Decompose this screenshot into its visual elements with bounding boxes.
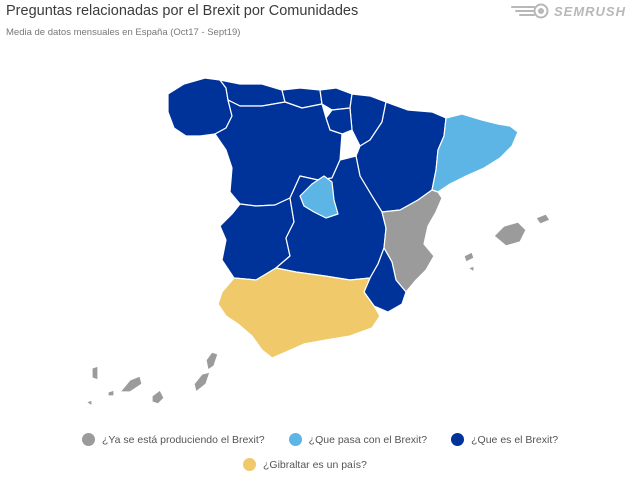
legend-row-2: ¿Gibraltar es un país? [243,458,367,471]
region-galicia[interactable] [167,77,233,137]
legend-item-light-blue: ¿Que pasa con el Brexit? [288,433,428,446]
region-baleares-mallorca[interactable] [493,221,527,247]
legend-dot-yellow [243,458,256,471]
region-baleares-menorca[interactable] [535,213,551,225]
region-madrid[interactable] [299,175,339,219]
region-canarias-gran-canaria[interactable] [151,389,165,405]
legend-label-dark-blue: ¿Que es el Brexit? [471,433,559,446]
legend-dot-light-blue [288,433,302,446]
region-canarias-tenerife[interactable] [119,375,143,393]
region-canarias-la-palma[interactable] [91,365,99,381]
brand-name: SEMRUSH [553,3,626,19]
chart-title: Preguntas relacionadas por el Brexit por… [6,3,359,19]
region-baleares-ibiza[interactable] [463,251,475,263]
region-baleares-formentera[interactable] [467,265,475,273]
legend-row-1: ¿Ya se está produciendo el Brexit? ¿Que … [82,433,558,446]
chart-subtitle: Media de datos mensuales en España (Oct1… [6,27,241,38]
region-pais-vasco[interactable] [319,87,353,111]
legend-item-dark-blue: ¿Que es el Brexit? [451,433,558,446]
region-canarias-lanzarote[interactable] [205,351,219,371]
legend-item-yellow: ¿Gibraltar es un país? [243,458,367,471]
legend-dot-gray [82,433,95,446]
legend-dot-dark-blue [451,433,465,446]
region-canarias-el-hierro[interactable] [85,399,93,407]
legend-label-light-blue: ¿Que pasa con el Brexit? [308,433,428,446]
legend-label-yellow: ¿Gibraltar es un país? [263,458,367,471]
legend-label-gray: ¿Ya se está produciendo el Brexit? [102,433,265,446]
semrush-fireball-icon [510,3,549,19]
region-canarias-gomera[interactable] [107,389,115,397]
brand-logo: SEMRUSH [510,3,626,19]
region-canarias-fuerteventura[interactable] [193,371,211,393]
region-andalucia[interactable] [217,267,381,359]
legend-item-gray: ¿Ya se está produciendo el Brexit? [82,433,265,446]
region-cataluna[interactable] [431,113,519,193]
